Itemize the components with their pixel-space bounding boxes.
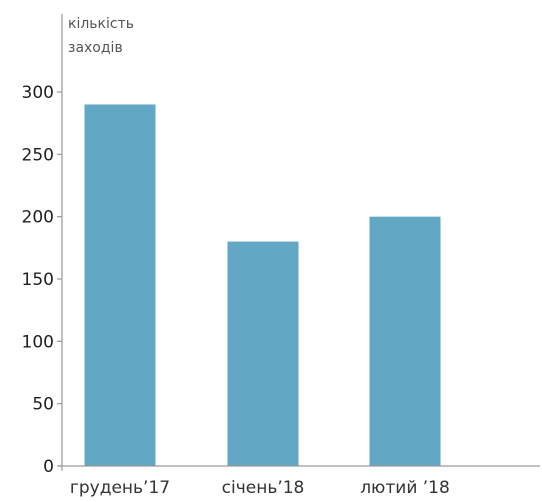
y-tick-label: 0 (43, 457, 54, 477)
y-tick-label: 100 (22, 332, 54, 352)
x-category-label: лютий ’18 (360, 478, 450, 498)
bar-3 (369, 216, 441, 466)
x-labels-group: грудень’17 січень’18 лютий ’18 (70, 478, 450, 498)
y-ticks-group: 0 50 100 150 200 250 300 (22, 83, 62, 477)
x-category-label: січень’18 (222, 478, 305, 498)
bar-2 (227, 241, 299, 466)
axes-group (58, 14, 540, 471)
y-tick-label: 300 (22, 83, 54, 103)
bars-group (84, 104, 441, 466)
y-axis-title: кількість заходів (68, 16, 134, 56)
y-axis-title-line-1: кількість (68, 16, 134, 32)
y-axis-title-line-2: заходів (68, 40, 123, 56)
y-tick-label: 200 (22, 208, 54, 228)
y-tick-label: 50 (32, 395, 54, 415)
y-tick-label: 250 (22, 145, 54, 165)
y-tick-label: 150 (22, 270, 54, 290)
x-category-label: грудень’17 (70, 478, 170, 498)
bar-1 (84, 104, 156, 466)
